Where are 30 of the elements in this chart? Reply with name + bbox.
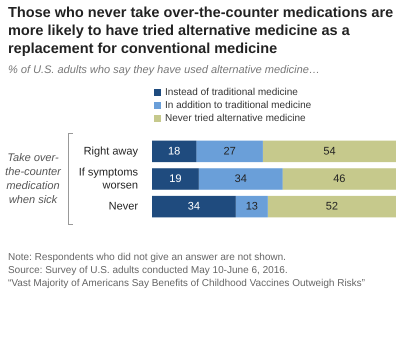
y-tick-label: Right away [84,145,138,158]
legend-label: Instead of traditional medicine [165,86,298,99]
y-tick-label: If symptoms worsen [78,166,138,192]
legend-label: In addition to traditional medicine [165,99,312,112]
text: Note: Respondents who did not give an answer are not shown. [8,251,287,264]
legend-label: Never tried alternative medicine [165,112,306,125]
bar [152,168,199,190]
bar [262,140,396,162]
bar [152,140,196,162]
bar [152,196,236,218]
data-label: 52 [326,200,338,213]
data-label: 18 [168,145,180,158]
data-label: 19 [169,173,182,186]
data-label: 34 [188,200,200,213]
text: “Vast Majority of Americans Say Benefits of Childhood Vaccines Outweigh Risks” [8,277,366,290]
y-axis-title: Take over-the-counter medication when sick [4,151,62,207]
bar [268,196,396,218]
bar [282,168,396,190]
bar [196,140,263,162]
y-tick-label: Never [108,200,138,213]
data-label: 13 [246,200,258,213]
data-label: 46 [333,173,346,186]
source-note: Source: Survey of U.S. adults conducted May 10-June 6, 2016. [8,264,289,277]
bar [236,196,268,218]
bar [198,168,283,190]
data-label: 34 [234,173,247,186]
chart-title: Those who never take over-the-counter medications are more likely to have tried alternative medicine as a replacement for conventional medicine [7,4,394,58]
chart-subtitle: % of U.S. adults who say they have used alternative medicine… [7,63,321,76]
data-label: 54 [323,145,336,158]
data-label: 27 [224,145,236,158]
